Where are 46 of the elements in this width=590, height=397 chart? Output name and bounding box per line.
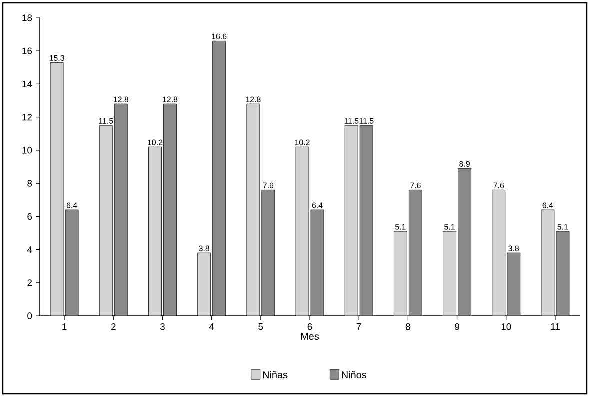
x-tick-label: 4 (209, 324, 214, 330)
x-axis-title: Mes (301, 333, 320, 340)
bar (50, 62, 64, 316)
x-tick-label: 11 (551, 324, 560, 330)
bar (507, 252, 521, 316)
x-tick-label: 7 (356, 324, 362, 330)
bar (344, 125, 358, 316)
x-tick-label: 5 (258, 324, 264, 330)
bar (246, 104, 260, 316)
bar (198, 252, 212, 316)
bar (296, 146, 310, 316)
bar (310, 210, 324, 316)
x-tick-label: 2 (111, 324, 116, 330)
legend-label: Niñas (263, 371, 288, 379)
bar (443, 231, 456, 316)
y-tick-label: 18 (22, 14, 32, 22)
bar (148, 146, 162, 316)
y-tick-label: 6 (28, 213, 32, 220)
y-tick-label: 2 (28, 280, 32, 286)
x-tick-label: 1 (62, 324, 67, 330)
x-tick-label: 3 (160, 324, 165, 330)
bar (458, 168, 472, 316)
bar (212, 40, 226, 316)
bar (492, 190, 506, 316)
y-tick-label: 0 (28, 312, 32, 320)
bar (541, 210, 555, 316)
bar (394, 231, 408, 316)
y-tick-label: 16 (22, 48, 32, 54)
x-tick-label: 10 (502, 324, 512, 330)
x-tick-label: 9 (455, 324, 460, 330)
bar (556, 231, 570, 316)
bar (360, 125, 374, 316)
x-tick-label: 8 (406, 324, 410, 330)
x-tick-label: 6 (308, 324, 312, 330)
y-tick-label: 10 (22, 147, 32, 154)
y-tick-label: 4 (27, 246, 32, 254)
bar (408, 190, 422, 316)
y-tick-label: 8 (28, 180, 32, 187)
y-tick-label: 14 (22, 80, 32, 88)
y-tick-label: 12 (22, 114, 32, 121)
bar (99, 125, 113, 316)
bar (164, 104, 177, 316)
legend-label: Niños (342, 371, 367, 379)
bar (65, 210, 79, 316)
bar (262, 190, 276, 316)
bar (114, 104, 128, 316)
